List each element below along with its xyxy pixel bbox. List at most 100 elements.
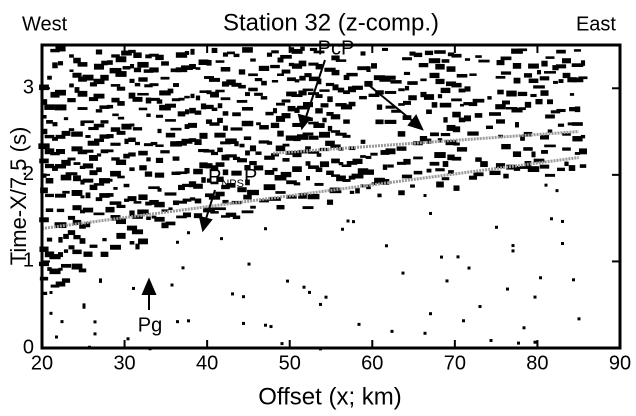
trace-wiggle — [45, 208, 54, 213]
trace-wiggle — [242, 47, 253, 53]
trace-wiggle — [271, 79, 279, 83]
annotation-subscript: NPS — [221, 178, 244, 190]
trace-wiggle — [446, 66, 456, 72]
trace-wiggle — [516, 166, 529, 169]
trace-wiggle — [115, 56, 127, 63]
trace-wiggle — [44, 134, 55, 139]
trace-wiggle — [435, 168, 445, 172]
trace-wiggle — [199, 162, 208, 169]
trace-wiggle — [128, 49, 136, 54]
trace-wiggle — [170, 127, 182, 131]
trace-wiggle — [359, 95, 367, 100]
x-axis-label: Offset (x; km) — [258, 383, 402, 410]
trace-wiggle — [340, 104, 353, 110]
trace-wiggle — [77, 151, 88, 155]
trace-wiggle — [161, 61, 169, 66]
trace-wiggle — [376, 104, 383, 110]
trace-wiggle — [129, 241, 135, 245]
trace-speck — [60, 320, 64, 324]
trace-wiggle — [281, 113, 291, 119]
trace-wiggle — [71, 263, 83, 270]
arrow-head — [407, 114, 424, 131]
trace-wiggle — [189, 107, 196, 114]
trace-wiggle — [331, 69, 340, 76]
trace-wiggle — [277, 57, 284, 63]
trace-texture — [38, 45, 588, 351]
west-label: West — [22, 13, 68, 35]
trace-wiggle — [116, 204, 126, 209]
trace-speck — [423, 331, 427, 335]
trace-wiggle — [346, 72, 358, 77]
trace-wiggle — [206, 178, 212, 183]
trace-wiggle — [275, 102, 286, 106]
trace-wiggle — [574, 152, 581, 155]
trace-wiggle — [230, 127, 243, 131]
trace-wiggle — [451, 156, 462, 161]
trace-wiggle — [249, 160, 257, 166]
trace-wiggle — [124, 138, 129, 145]
trace-wiggle — [352, 158, 363, 165]
trace-wiggle — [100, 251, 109, 257]
trace-wiggle — [302, 132, 314, 136]
trace-wiggle — [247, 189, 259, 196]
x-tick-label: 90 — [609, 352, 631, 374]
trace-wiggle — [67, 157, 76, 161]
trace-wiggle — [535, 98, 543, 105]
trace-wiggle — [189, 197, 196, 201]
trace-wiggle — [52, 62, 58, 69]
trace-wiggle — [178, 184, 185, 191]
trace-wiggle — [210, 91, 219, 98]
trace-wiggle — [57, 61, 64, 66]
trace-wiggle — [241, 210, 254, 214]
trace-wiggle — [54, 193, 67, 198]
trace-wiggle — [562, 72, 571, 79]
trace-wiggle — [456, 147, 468, 152]
trace-wiggle — [129, 78, 135, 83]
trace-wiggle — [149, 53, 159, 57]
trace-wiggle — [80, 209, 85, 214]
trace-wiggle — [106, 104, 114, 109]
trace-wiggle — [351, 173, 364, 179]
trace-wiggle — [63, 249, 69, 253]
trace-wiggle — [138, 238, 148, 245]
trace-speck — [357, 322, 361, 326]
trace-wiggle — [391, 109, 401, 113]
trace-wiggle — [451, 98, 462, 102]
trace-wiggle — [331, 55, 340, 61]
trace-wiggle — [115, 71, 127, 77]
trace-wiggle — [233, 53, 240, 58]
trace-wiggle — [227, 51, 235, 55]
trace-wiggle — [398, 88, 405, 92]
trace-wiggle — [50, 91, 60, 98]
chart-title: Station 32 (z-comp.) — [223, 9, 439, 36]
trace-wiggle — [110, 215, 121, 221]
trace-wiggle — [71, 131, 83, 137]
trace-wiggle — [78, 268, 87, 273]
trace-wiggle — [533, 85, 545, 89]
trace-wiggle — [80, 120, 85, 126]
trace-wiggle — [468, 175, 478, 180]
trace-speck — [533, 295, 537, 299]
trace-wiggle — [220, 97, 231, 101]
trace-wiggle — [129, 167, 135, 172]
trace-wiggle — [93, 138, 105, 142]
trace-wiggle — [194, 110, 202, 115]
trace-wiggle — [111, 54, 120, 58]
trace-wiggle — [138, 150, 148, 156]
trace-speck — [220, 237, 223, 241]
trace-wiggle — [533, 158, 545, 163]
trace-wiggle — [281, 99, 291, 103]
trace-wiggle — [69, 69, 74, 72]
trace-wiggle — [275, 191, 286, 194]
trace-wiggle — [188, 181, 197, 188]
trace-wiggle — [375, 90, 384, 95]
trace-wiggle — [245, 179, 250, 186]
trace-wiggle — [87, 140, 100, 146]
trace-wiggle — [552, 65, 559, 71]
trace-wiggle — [82, 163, 94, 169]
trace-speck — [82, 305, 86, 309]
trace-wiggle — [375, 119, 384, 125]
trace-wiggle — [355, 188, 360, 194]
y-tick-label: 3 — [23, 77, 34, 99]
trace-wiggle — [528, 63, 539, 69]
